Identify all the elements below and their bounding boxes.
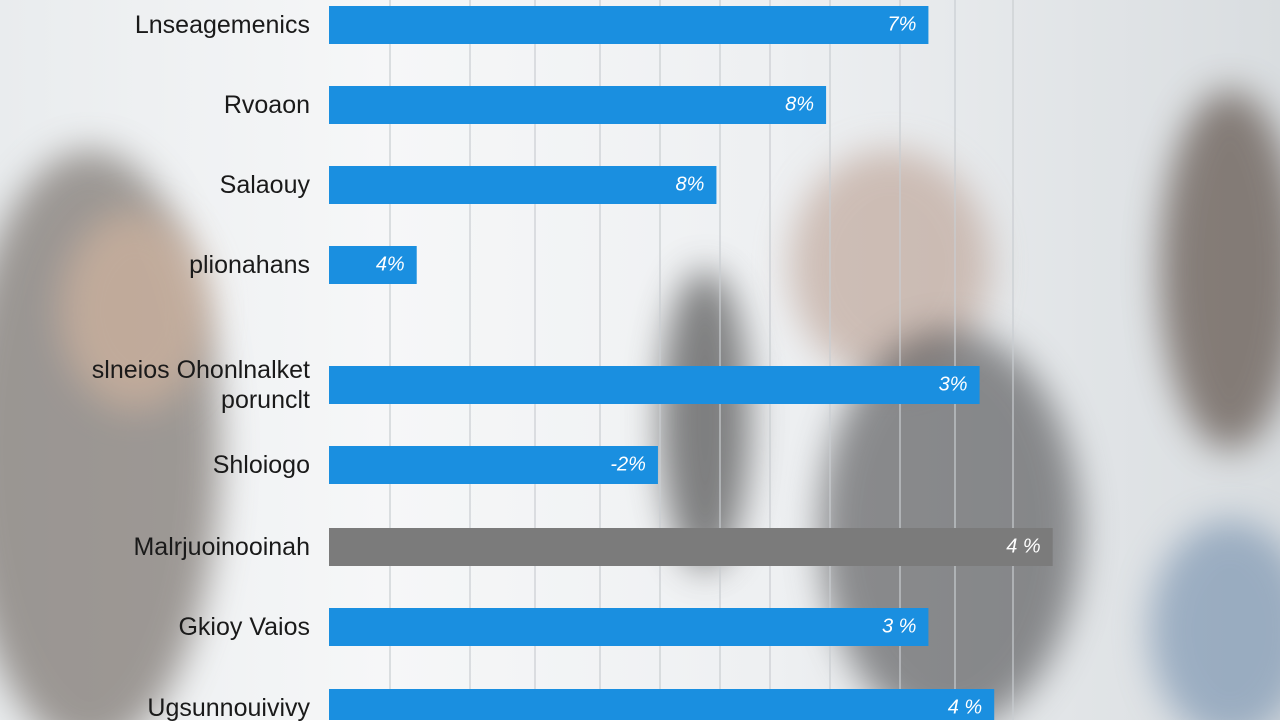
category-label: slneios Ohonlnalket porunclt bbox=[91, 356, 310, 414]
bar bbox=[329, 246, 417, 284]
bar-text: -2% bbox=[610, 453, 646, 475]
bar-text: 3% bbox=[939, 373, 968, 395]
category-label: Shloiogo bbox=[212, 451, 310, 479]
bar bbox=[329, 446, 658, 484]
bar bbox=[329, 689, 995, 720]
category-label: Ugsunnouivivy bbox=[147, 694, 310, 722]
face-left bbox=[60, 210, 210, 410]
bar-text: 8% bbox=[676, 173, 705, 195]
bar-text: 7% bbox=[888, 13, 917, 35]
category-label: Malrjuoinooinah bbox=[133, 533, 310, 561]
category-label: Rvoaon bbox=[223, 91, 310, 119]
category-label: plionahans bbox=[189, 251, 310, 279]
object bbox=[660, 270, 750, 570]
bar bbox=[329, 366, 980, 404]
bar-text: 4 % bbox=[1006, 535, 1040, 557]
person-right bbox=[1160, 90, 1280, 450]
category-label: Salaouy bbox=[219, 171, 310, 199]
bar bbox=[329, 166, 717, 204]
bar-text: 4 % bbox=[948, 696, 982, 718]
bar-text: 4% bbox=[376, 253, 405, 275]
shirt-right bbox=[1150, 520, 1280, 720]
category-label: Lnseagemenics bbox=[134, 11, 310, 39]
bar bbox=[329, 528, 1053, 566]
bar-text: 3 % bbox=[882, 615, 916, 637]
bar bbox=[329, 608, 929, 646]
category-label: Gkioy Vaios bbox=[178, 613, 310, 641]
bar-text: 8% bbox=[785, 93, 814, 115]
bar bbox=[329, 6, 929, 44]
bar bbox=[329, 86, 827, 124]
